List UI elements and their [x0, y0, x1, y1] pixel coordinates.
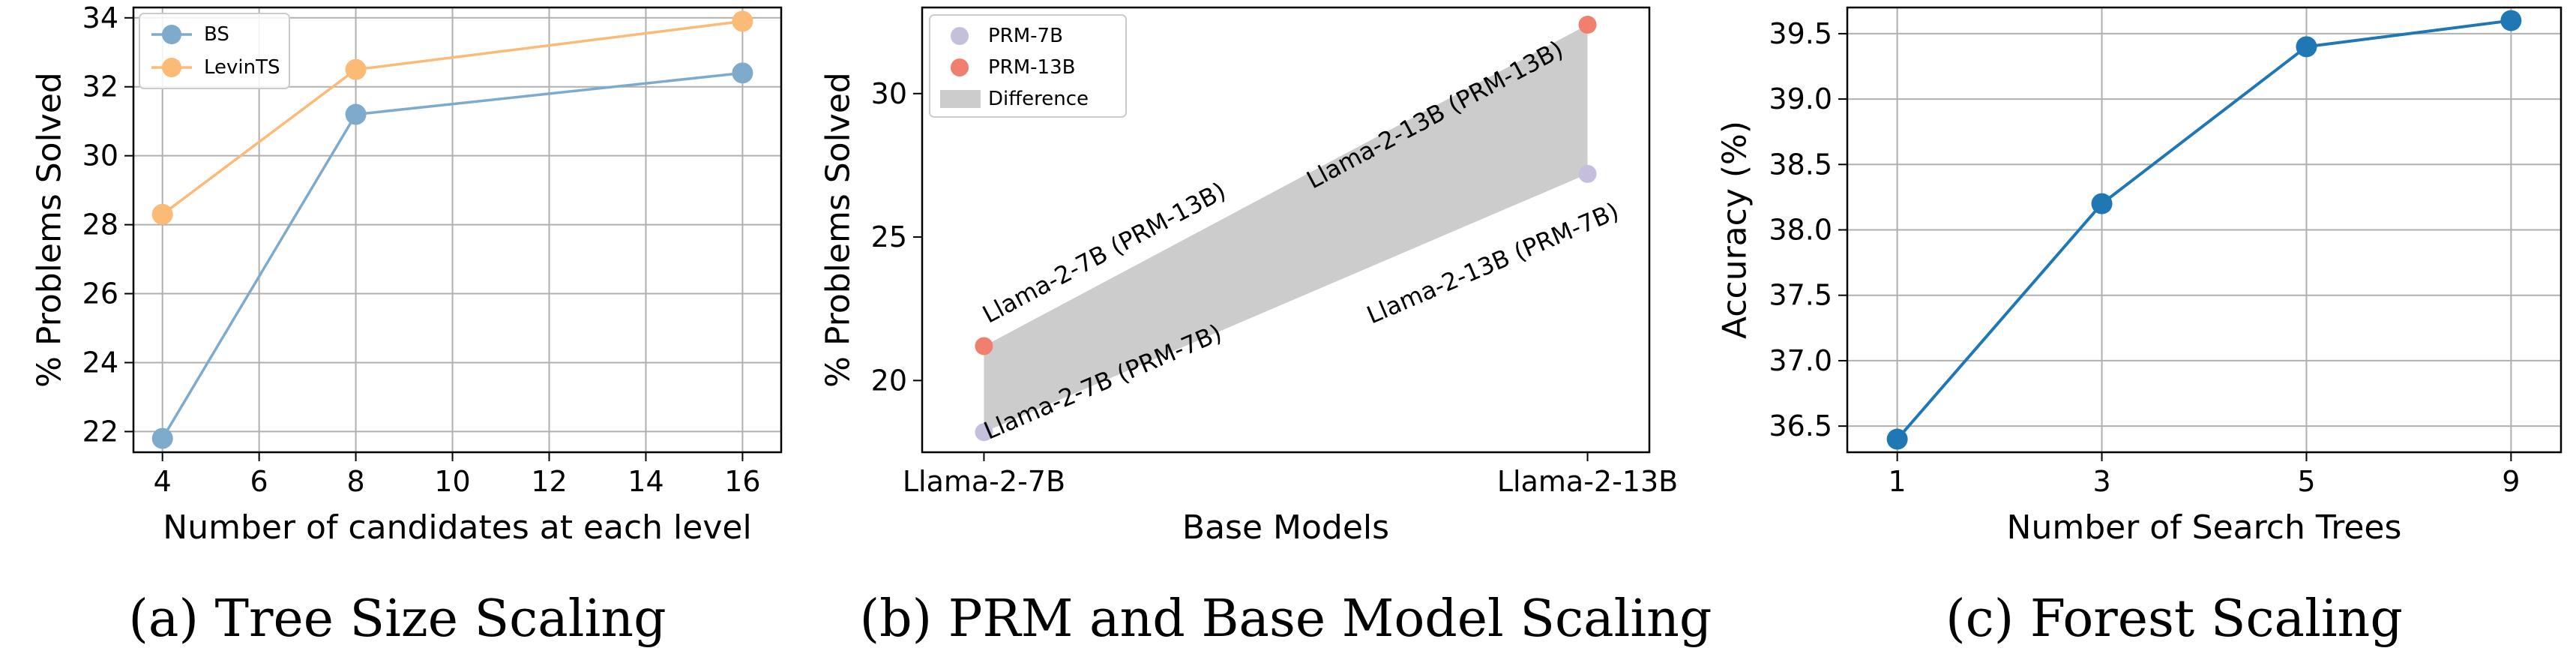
y-tick-label: 36.5 — [1769, 410, 1832, 442]
y-tick-label: 32 — [82, 70, 118, 104]
data-point — [1886, 428, 1908, 450]
x-axis-label: Number of Search Trees — [2007, 508, 2402, 547]
figure-caption: (b) PRM and Base Model Scaling — [860, 590, 1712, 649]
y-tick-label: 34 — [82, 2, 118, 34]
data-point — [1578, 164, 1597, 183]
x-tick-label: 12 — [531, 465, 567, 498]
y-tick-label: 22 — [82, 415, 118, 448]
x-tick-label: 5 — [2297, 465, 2315, 498]
difference-band — [984, 24, 1588, 433]
figure-caption: (c) Forest Scaling — [1945, 590, 2403, 649]
x-tick-label: 16 — [724, 465, 760, 498]
data-point — [975, 423, 993, 442]
x-tick-label: 6 — [250, 465, 268, 498]
x-tick-label: 4 — [154, 465, 172, 498]
legend: PRM-7B PRM-13B Difference — [929, 14, 1127, 118]
y-tick-label: 37.5 — [1769, 279, 1832, 312]
legend: BS LevinTS — [139, 13, 290, 89]
y-tick-label: 39.5 — [1769, 17, 1832, 50]
data-point — [345, 104, 367, 125]
y-tick-label: 24 — [82, 346, 118, 379]
x-tick-label: Llama-2-7B — [903, 465, 1065, 498]
x-tick-label: 1 — [1889, 465, 1907, 498]
legend-label: PRM-7B — [988, 25, 1063, 47]
chart-panel-2: Llama-2-7B Llama-2-13B 20 25 30 Base Models % … — [819, 6, 1712, 649]
legend-marker — [162, 25, 181, 44]
legend-label: BS — [204, 23, 229, 46]
data-point — [1578, 15, 1597, 34]
series-line-accuracy — [1896, 19, 2512, 440]
chart-panel-1: 4 6 8 10 12 14 16 22 24 26 28 30 32 34 Number of candi… — [31, 2, 783, 649]
legend-marker — [951, 27, 969, 45]
legend-label: Difference — [988, 88, 1089, 110]
y-tick-label: 20 — [871, 364, 907, 397]
plot-frame — [921, 6, 1651, 454]
figure-caption: (a) Tree Size Scaling — [128, 590, 666, 649]
y-tick-label: 26 — [82, 278, 118, 310]
data-point — [151, 203, 173, 225]
data-point — [151, 428, 173, 449]
y-axis-label: % Problems Solved — [31, 72, 69, 388]
x-tick-label: Llama-2-13B — [1497, 465, 1678, 498]
data-point — [345, 58, 367, 80]
legend-label: LevinTS — [204, 56, 280, 79]
data-point — [732, 62, 753, 84]
x-tick-label: 3 — [2092, 465, 2110, 498]
data-point — [2091, 193, 2113, 214]
data-point — [2500, 10, 2522, 32]
plot-frame — [132, 6, 783, 454]
y-axis-label: % Problems Solved — [819, 72, 858, 388]
y-tick-label: 38.5 — [1769, 148, 1832, 181]
y-tick-label: 37.0 — [1769, 344, 1832, 377]
legend-label: PRM-13B — [988, 56, 1075, 79]
y-tick-label: 28 — [82, 208, 118, 242]
legend-marker — [951, 58, 969, 76]
legend-swatch — [940, 90, 981, 108]
x-axis-label: Base Models — [1182, 508, 1389, 547]
data-point — [732, 10, 753, 32]
chart-panel-3: 1 3 5 9 36.5 37.0 37.5 38.0 38.5 39.0 39.5 Number o… — [1716, 6, 2563, 649]
y-tick-label: 39.0 — [1769, 82, 1832, 116]
x-axis-label: Number of candidates at each level — [163, 508, 751, 547]
grid — [1847, 8, 2561, 452]
data-point — [2296, 36, 2317, 58]
x-tick-label: 14 — [628, 465, 663, 498]
y-tick-label: 30 — [82, 140, 118, 172]
x-tick-label: 8 — [347, 465, 365, 498]
y-tick-label: 30 — [871, 77, 907, 110]
y-tick-label: 38.0 — [1769, 214, 1832, 247]
data-point — [975, 337, 993, 356]
plot-frame — [1846, 6, 2563, 454]
legend-marker — [162, 58, 181, 77]
x-tick-label: 10 — [434, 465, 470, 498]
y-axis-label: Accuracy (%) — [1716, 121, 1754, 339]
x-tick-label: 9 — [2502, 465, 2520, 498]
y-tick-label: 25 — [871, 220, 907, 254]
